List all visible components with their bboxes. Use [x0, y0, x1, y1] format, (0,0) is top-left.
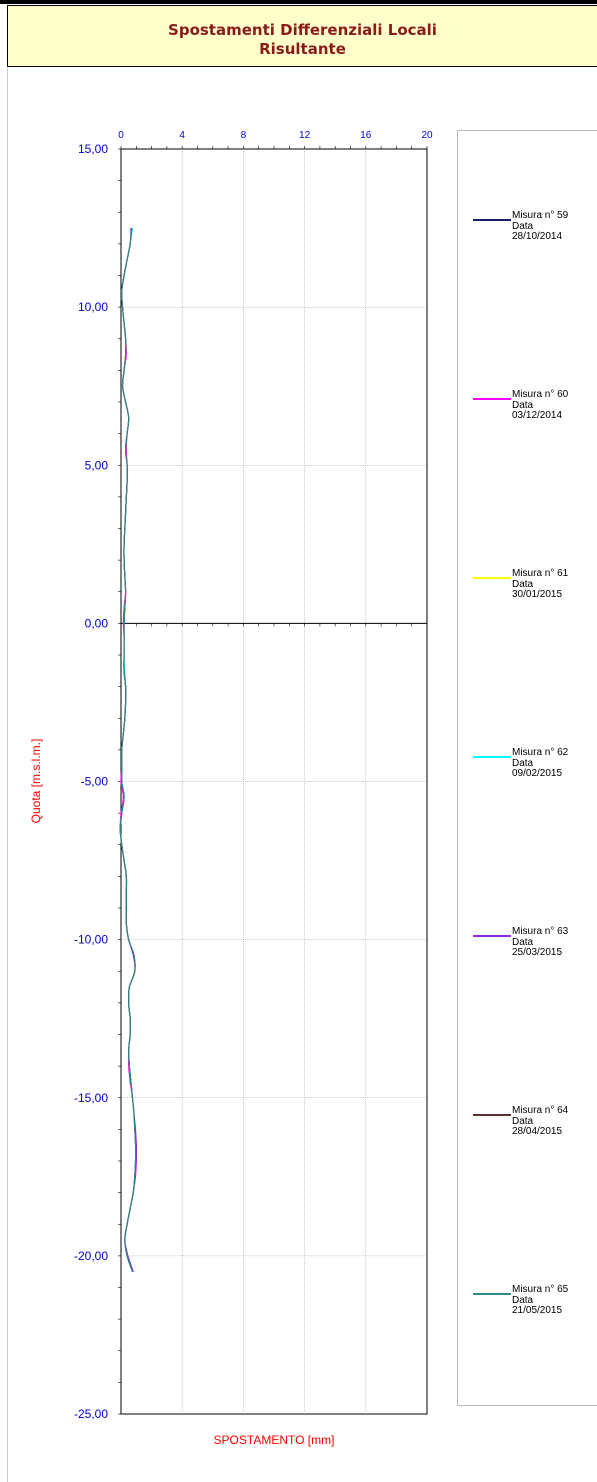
x-tick-label: 4 — [179, 130, 185, 141]
legend-swatch — [473, 577, 511, 579]
legend-item: Misura n° 62 Data 09/02/2015 — [458, 747, 597, 792]
legend-label: Misura n° 64 Data 28/04/2015 — [512, 1105, 569, 1137]
chart-subtitle: Risultante — [259, 40, 346, 58]
legend-label: Misura n° 63 Data 25/03/2015 — [512, 926, 569, 958]
legend-swatch — [473, 219, 511, 221]
legend-swatch — [473, 398, 511, 400]
x-tick-label: 0 — [118, 130, 124, 141]
y-tick-label: -15,00 — [74, 1091, 108, 1105]
y-axis-label: Quota [m.s.l.m.] — [29, 739, 43, 824]
legend-swatch — [473, 756, 511, 758]
y-tick-label: 15,00 — [78, 142, 108, 156]
series-line — [119, 228, 137, 1272]
x-tick-label: 20 — [421, 130, 433, 141]
legend-label: Misura n° 61 Data 30/01/2015 — [512, 568, 569, 600]
tick-labels: 0 4 8 12 16 20 15,00 10,00 5,00 0,00 -5,00 -10,00 -1… — [74, 130, 433, 1421]
y-tick-label: -10,00 — [74, 933, 108, 947]
y-tick-label: -5,00 — [81, 775, 109, 789]
frame-left-border — [7, 68, 8, 1482]
legend-swatch — [473, 1293, 511, 1295]
y-tick-label: 5,00 — [85, 458, 109, 472]
legend-item: Misura n° 61 Data 30/01/2015 — [458, 568, 597, 613]
x-axis-label: SPOSTAMENTO [mm] — [214, 1433, 335, 1447]
legend-label: Misura n° 60 Data 03/12/2014 — [512, 389, 569, 421]
y-tick-label: 10,00 — [78, 300, 108, 314]
chart-title: Spostamenti Differenziali Locali — [168, 21, 437, 39]
legend-item: Misura n° 64 Data 28/04/2015 — [458, 1105, 597, 1150]
x-tick-label: 16 — [360, 130, 372, 141]
legend-item: Misura n° 65 Data 21/05/2015 — [458, 1284, 597, 1329]
y-tick-label: 0,00 — [85, 616, 109, 630]
legend-item: Misura n° 60 Data 03/12/2014 — [458, 389, 597, 434]
chart-header: Spostamenti Differenziali Locali Risulta… — [7, 5, 597, 67]
legend-swatch — [473, 1114, 511, 1116]
legend-label: Misura n° 59 Data 28/10/2014 — [512, 210, 569, 242]
legend-item: Misura n° 59 Data 28/10/2014 — [458, 210, 597, 255]
legend-swatch — [473, 935, 511, 937]
legend-label: Misura n° 62 Data 09/02/2015 — [512, 747, 569, 779]
y-tick-label: -25,00 — [74, 1407, 108, 1421]
legend: Misura n° 59 Data 28/10/2014 Misura n° 60 Da… — [457, 130, 597, 1406]
y-tick-label: -20,00 — [74, 1249, 108, 1263]
grid — [121, 149, 427, 1414]
x-tick-label: 8 — [241, 130, 247, 141]
legend-item: Misura n° 63 Data 25/03/2015 — [458, 926, 597, 971]
series-lines — [119, 227, 137, 1272]
x-tick-label: 12 — [299, 130, 311, 141]
legend-label: Misura n° 65 Data 21/05/2015 — [512, 1284, 569, 1316]
